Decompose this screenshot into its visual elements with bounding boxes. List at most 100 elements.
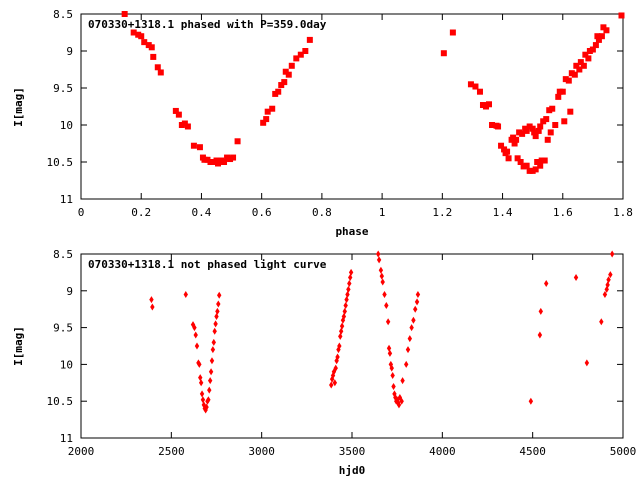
phased-data-point — [175, 111, 182, 118]
unphased-data-point — [346, 285, 351, 293]
phased-data-point — [472, 83, 479, 90]
unphased-data-point — [347, 274, 353, 282]
phased-data-point — [538, 157, 545, 164]
phased-data-point — [529, 125, 536, 132]
unphased-data-point — [344, 296, 349, 304]
phased-data-point — [600, 24, 607, 31]
phased-data-point — [586, 48, 593, 54]
phased-data-point — [577, 59, 584, 66]
phased-data-point — [529, 167, 536, 174]
phased-xtick-label: 1.8 — [613, 206, 633, 219]
unphased-plot-frame — [80, 253, 624, 439]
phased-xtick-label: 0 — [78, 206, 85, 219]
unphased-data-point — [214, 313, 219, 321]
unphased-data-point — [212, 327, 217, 335]
phased-data-point — [210, 159, 217, 165]
phased-xtick-label: 0.6 — [252, 206, 272, 219]
phased-data-point — [275, 88, 282, 95]
phased-data-point — [537, 162, 544, 169]
phased-data-point — [585, 55, 592, 62]
unphased-data-point — [413, 305, 418, 313]
phased-data-point — [513, 136, 520, 143]
phased-data-point — [130, 29, 137, 36]
unphased-data-point — [606, 276, 611, 284]
phased-data-point — [540, 118, 547, 125]
phased-xtick-label: 1.4 — [493, 206, 513, 219]
unphased-data-point — [206, 396, 211, 404]
phased-data-point — [589, 46, 596, 53]
unphased-data-point — [400, 377, 405, 385]
unphased-ytick-label: 10 — [60, 358, 73, 371]
phased-data-point — [523, 162, 530, 169]
phased-data-point — [523, 127, 530, 134]
unphased-data-point — [407, 335, 413, 343]
phased-data-point — [532, 166, 539, 173]
phased-ytick-label: 10.5 — [47, 156, 74, 169]
phased-data-point — [224, 154, 231, 161]
phased-data-point — [467, 81, 474, 88]
phased-plot-title: 070330+1318.1 phased with P=359.0day — [88, 18, 327, 31]
unphased-plot-title: 070330+1318.1 not phased light curve — [88, 258, 327, 271]
unphased-data-point — [209, 357, 215, 365]
unphased-data-point — [378, 266, 384, 274]
phased-data-point — [495, 123, 502, 130]
phased-data-point — [215, 160, 222, 167]
phased-data-point — [288, 62, 295, 69]
phased-data-point — [571, 71, 578, 78]
unphased-data-point — [216, 300, 221, 308]
phased-data-point — [516, 129, 523, 136]
phased-data-point — [561, 118, 568, 125]
unphased-ytick-label: 10.5 — [47, 395, 74, 408]
phased-data-point — [532, 133, 539, 140]
phased-data-point — [201, 156, 208, 163]
unphased-data-point — [215, 307, 220, 315]
unphased-data-point — [608, 271, 613, 279]
phased-data-point — [260, 119, 267, 126]
phased-plot-frame — [80, 13, 624, 200]
unphased-data-point — [415, 290, 421, 298]
unphased-data-point — [197, 360, 202, 368]
phased-xtick-label: 1.6 — [553, 206, 573, 219]
unphased-data-point — [376, 256, 382, 264]
phased-ytick-label: 9 — [66, 45, 73, 58]
phased-data-point — [555, 93, 562, 100]
unphased-ytick-label: 9.5 — [53, 322, 73, 335]
unphased-y-axis-label: I[mag] — [12, 326, 25, 366]
phased-data-point — [178, 122, 185, 128]
phased-data-point — [302, 48, 309, 54]
phased-data-point — [264, 108, 271, 115]
phased-data-point — [498, 142, 505, 149]
unphased-data-point — [213, 320, 218, 328]
unphased-data-point — [573, 274, 579, 282]
unphased-data-point — [204, 403, 209, 411]
phased-data-point — [218, 157, 225, 164]
phased-data-point — [148, 44, 155, 51]
phased-data-point — [501, 146, 508, 153]
phased-data-point — [150, 53, 157, 60]
unphased-data-point — [199, 390, 205, 398]
phased-data-point — [565, 77, 572, 84]
unphased-data-point — [207, 386, 212, 394]
phased-data-point — [121, 11, 128, 17]
unphased-data-point — [602, 290, 608, 298]
unphased-xtick-label: 2000 — [68, 445, 95, 458]
phased-data-point — [181, 120, 188, 127]
unphased-data-point — [190, 321, 196, 329]
phased-xtick-label: 1 — [379, 206, 386, 219]
phased-data-point — [603, 27, 610, 34]
phased-data-point — [543, 116, 550, 123]
unphased-data-point — [389, 364, 394, 372]
phased-ytick-label: 9.5 — [53, 82, 73, 95]
phased-data-point — [297, 51, 304, 58]
phased-data-point — [573, 62, 580, 69]
phased-data-point — [227, 156, 234, 163]
phased-data-point — [138, 33, 145, 40]
unphased-data-point — [333, 364, 338, 372]
phased-data-point — [567, 108, 574, 115]
unphased-data-point — [391, 382, 396, 390]
unphased-data-point — [149, 296, 154, 304]
unphased-data-point — [194, 342, 200, 350]
phased-data-point — [263, 116, 270, 123]
